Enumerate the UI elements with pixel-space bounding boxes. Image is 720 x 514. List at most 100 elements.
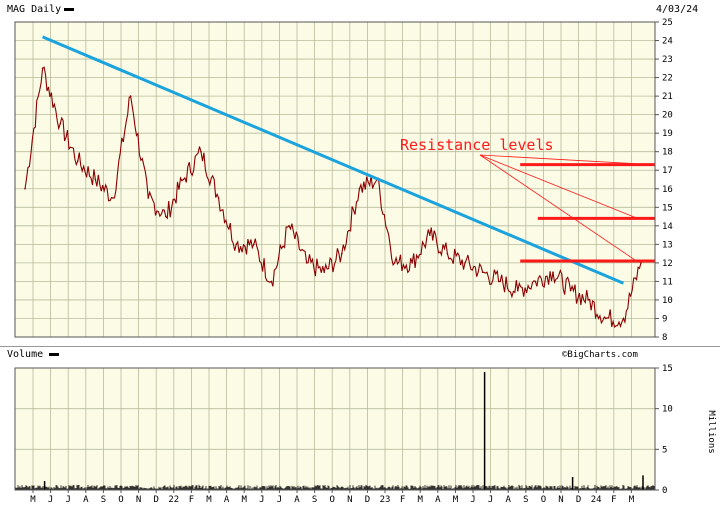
price-y-tick-label: 25 <box>662 18 673 28</box>
trendline <box>42 35 624 285</box>
price-y-tick-label: 16 <box>662 185 673 195</box>
price-point <box>235 243 237 246</box>
x-tick-label: S <box>312 495 317 505</box>
price-point <box>147 197 149 199</box>
price-point <box>605 317 607 320</box>
x-tick-label: 22 <box>168 495 179 505</box>
price-point <box>393 262 396 264</box>
x-tick-label: J <box>470 495 475 505</box>
price-point <box>481 271 484 273</box>
x-tick-label: A <box>83 495 89 505</box>
price-y-tick-label: 17 <box>662 166 673 176</box>
x-tick-label: O <box>541 495 546 505</box>
price-point <box>200 150 202 153</box>
price-point <box>94 178 97 181</box>
chart-title: MAG Daily <box>7 4 61 15</box>
price-series <box>24 66 642 329</box>
price-point <box>77 160 79 162</box>
price-panel-background <box>15 22 655 337</box>
price-y-tick-label: 22 <box>662 74 673 84</box>
x-tick-label: M <box>241 495 247 505</box>
divider <box>0 346 720 347</box>
x-tick-label: A <box>294 495 300 505</box>
x-tick-label: J <box>48 495 53 505</box>
price-point <box>411 262 414 264</box>
x-tick-label: A <box>435 495 441 505</box>
x-tick-label: J <box>259 495 264 505</box>
price-point <box>499 280 502 283</box>
volume-y-tick-label: 0 <box>662 486 667 496</box>
resistance-pointer <box>479 154 636 218</box>
x-tick-label: S <box>523 495 528 505</box>
volume-y-tick-label: 10 <box>662 405 673 415</box>
price-point <box>182 178 185 181</box>
credit-text: ©BigCharts.com <box>562 350 638 360</box>
x-tick-label: N <box>136 495 141 505</box>
price-point <box>59 123 61 125</box>
x-tick-label: 24 <box>591 495 602 505</box>
price-y-tick-label: 15 <box>662 203 673 213</box>
price-y-tick-label: 23 <box>662 55 673 65</box>
price-point <box>41 67 44 70</box>
price-point <box>323 271 326 273</box>
price-point <box>288 225 290 227</box>
price-point <box>270 280 273 283</box>
price-point <box>129 95 132 97</box>
price-y-tick-label: 8 <box>662 333 667 343</box>
x-tick-label: M <box>417 495 423 505</box>
price-point <box>622 317 625 320</box>
x-tick-label: O <box>329 495 334 505</box>
price-point <box>446 252 449 255</box>
price-y-tick-label: 24 <box>662 37 673 47</box>
price-grid <box>15 21 655 338</box>
volume-panel-border <box>14 367 656 491</box>
volume-legend-swatch <box>49 353 59 356</box>
x-tick-label: D <box>153 495 158 505</box>
annotation-label: Resistance levels <box>400 136 554 154</box>
price-point <box>112 197 114 199</box>
price-y-tick-label: 11 <box>662 277 673 287</box>
price-point <box>305 262 308 264</box>
resistance-pointer <box>479 154 636 261</box>
price-point <box>24 187 26 190</box>
x-tick-label: M <box>206 495 212 505</box>
price-point <box>552 271 554 273</box>
price-point <box>429 234 431 236</box>
price-panel-border <box>14 21 656 338</box>
price-y-tick-label: 12 <box>662 259 673 269</box>
volume-y-tick-label: 5 <box>662 445 667 455</box>
price-point <box>464 262 466 264</box>
price-point <box>569 289 572 292</box>
price-y-axis: 8 9 10 11 12 13 14 15 16 17 18 19 20 21 22 23 24 25 <box>655 18 673 343</box>
volume-title: Volume <box>7 349 43 360</box>
price-point <box>358 187 361 190</box>
x-tick-label: D <box>365 495 370 505</box>
price-point <box>517 289 519 292</box>
header-legend-swatch <box>64 8 74 11</box>
price-y-tick-label: 14 <box>662 222 673 232</box>
x-tick-label: M <box>629 495 635 505</box>
price-point <box>341 252 343 255</box>
price-line <box>24 66 642 329</box>
x-tick-label: F <box>189 495 194 505</box>
price-point <box>534 280 537 283</box>
x-tick-label: F <box>611 495 616 505</box>
price-y-tick-label: 10 <box>662 296 673 306</box>
x-tick-label: D <box>576 495 581 505</box>
price-annotations: Resistance levels <box>42 35 655 285</box>
x-tick-label: A <box>505 495 511 505</box>
price-y-tick-label: 21 <box>662 92 673 102</box>
x-tick-label: N <box>558 495 563 505</box>
chart-date: 4/03/24 <box>656 4 698 15</box>
x-tick-label: J <box>277 495 282 505</box>
x-tick-label: N <box>347 495 352 505</box>
volume-panel-background <box>15 368 655 490</box>
x-tick-label: J <box>65 495 70 505</box>
price-y-tick-label: 13 <box>662 240 673 250</box>
x-tick-label: A <box>224 495 230 505</box>
x-tick-label: J <box>488 495 493 505</box>
price-y-tick-label: 9 <box>662 314 667 324</box>
x-tick-label: 23 <box>380 495 391 505</box>
